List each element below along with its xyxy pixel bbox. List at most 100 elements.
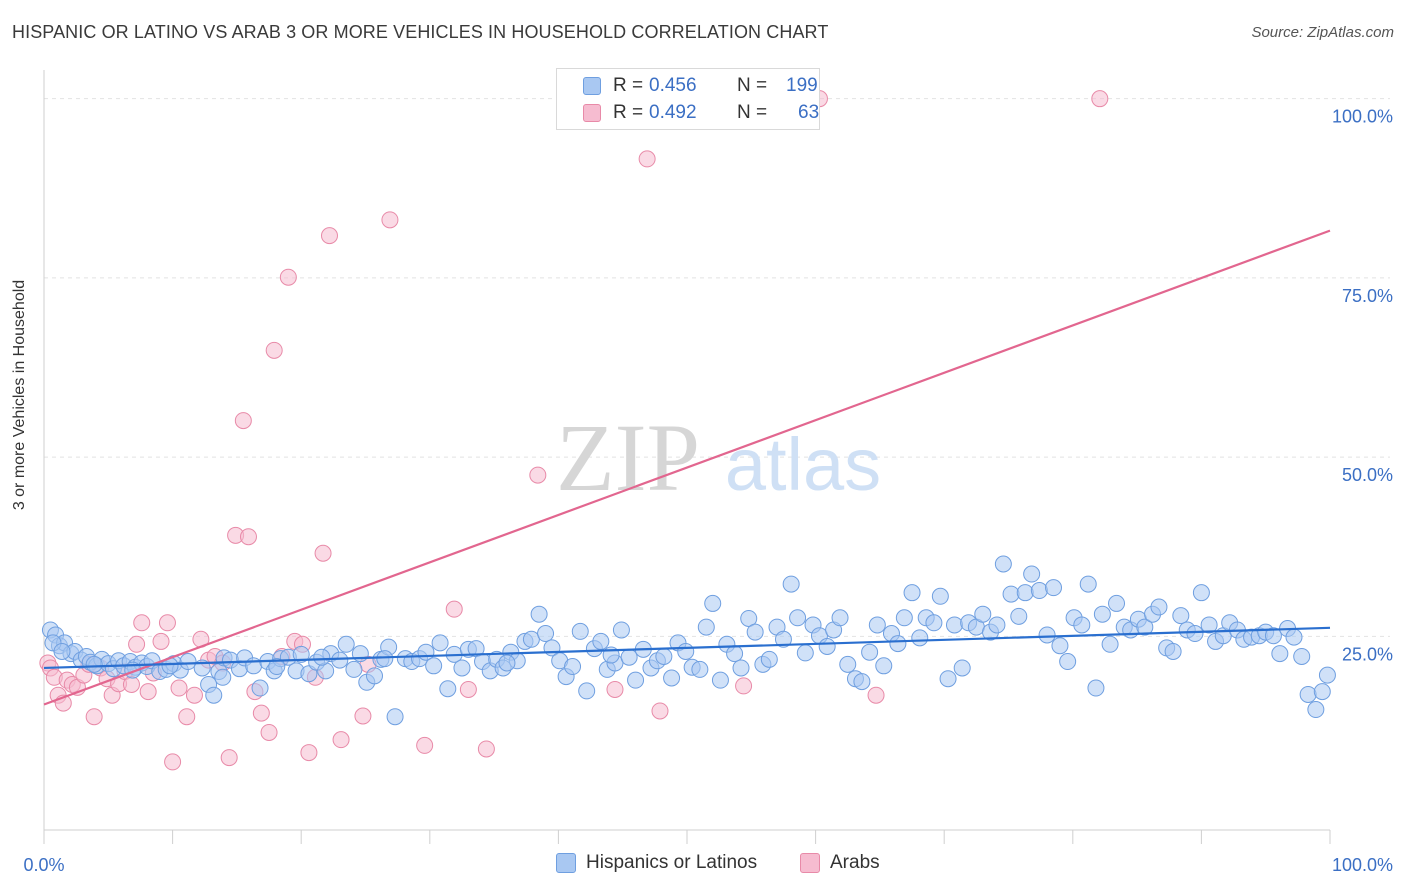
hispanics-point (376, 650, 394, 668)
arabs-point (381, 211, 399, 229)
hispanics-point (1101, 635, 1119, 653)
arabs-point (158, 614, 176, 632)
hispanics-point (1038, 626, 1056, 644)
hispanics-point (663, 669, 681, 687)
hispanics-point (895, 609, 913, 627)
arabs-point (164, 753, 182, 771)
hispanics-point (1030, 582, 1048, 600)
legend-swatch-blue (583, 77, 601, 95)
hispanics-point (592, 632, 610, 650)
hispanics-point (251, 679, 269, 697)
y-tick-label: 25.0% (1342, 644, 1393, 664)
arabs-point (638, 150, 656, 168)
hispanics-point (1059, 653, 1077, 671)
hispanics-point (331, 651, 349, 669)
arabs-point (606, 680, 624, 698)
hispanics-point (1010, 607, 1028, 625)
hispanics-point (1023, 565, 1041, 583)
hispanics-point (620, 648, 638, 666)
hispanics-point (774, 630, 792, 648)
arabs-point (735, 677, 753, 695)
hispanics-point (522, 630, 540, 648)
hispanics-point (789, 609, 807, 627)
hispanics-point (425, 657, 443, 675)
arabs-point (300, 744, 318, 762)
legend-swatch-pink (800, 853, 820, 873)
x-tick-label: 0.0% (23, 855, 64, 875)
hispanics-point (711, 671, 729, 689)
hispanics-point (1318, 666, 1336, 684)
hispanics-point (1016, 584, 1034, 602)
hispanics-point (53, 642, 71, 660)
watermark-zip: ZIP (556, 404, 700, 511)
hispanics-point (1051, 637, 1069, 655)
hispanics-point (1136, 618, 1154, 636)
arabs-point (354, 707, 372, 725)
hispanics-point (1200, 616, 1218, 634)
arabs-point (279, 268, 297, 286)
arabs-point (651, 702, 669, 720)
hispanics-point (612, 621, 630, 639)
arabs-point (85, 708, 103, 726)
hispanics-point (578, 682, 596, 700)
arabs-point (332, 731, 350, 749)
x-tick-label: 100.0% (1332, 855, 1393, 875)
hispanics-point (945, 616, 963, 634)
y-axis-label-wrap: 3 or more Vehicles in Household (11, 280, 40, 510)
hispanics-point (1313, 683, 1331, 701)
arabs-point (185, 686, 203, 704)
hispanics-point (1164, 642, 1182, 660)
hispanics-point (839, 655, 857, 673)
hispanics-point (179, 653, 197, 671)
hispanics-point (1299, 685, 1317, 703)
legend-swatch-pink (583, 104, 601, 122)
legend-r-value: 0.492 (649, 102, 697, 123)
hispanics-point (925, 614, 943, 632)
hispanics-point (704, 594, 722, 612)
hispanics-point (453, 659, 471, 677)
arabs-point (320, 227, 338, 245)
hispanics-point (313, 648, 331, 666)
hispanics-point (974, 605, 992, 623)
hispanics-point (726, 645, 744, 663)
y-axis-label: 3 or more Vehicles in Household (11, 279, 28, 511)
hispanics-point (994, 555, 1012, 573)
hispanics-point (655, 647, 673, 665)
hispanics-point (911, 629, 929, 647)
legend-swatch-blue (556, 853, 576, 873)
arabs-point (239, 528, 257, 546)
legend-r-label: R = (613, 75, 644, 96)
hispanics-point (782, 575, 800, 593)
arabs-point (128, 635, 146, 653)
legend-r-label: R = (613, 102, 644, 123)
legend-label-hispanics: Hispanics or Latinos (586, 852, 758, 873)
legend-n-value: 63 (798, 102, 820, 123)
hispanics-point (861, 643, 879, 661)
hispanics-point (571, 622, 589, 640)
source-label: Source: ZipAtlas.com (1251, 24, 1394, 41)
axes (43, 70, 1331, 844)
arabs-point (265, 341, 283, 359)
hispanics-point (697, 618, 715, 636)
hispanics-point (1002, 585, 1020, 603)
hispanics-point (1271, 645, 1289, 663)
hispanics-point (831, 609, 849, 627)
legend-label-arabs: Arabs (830, 852, 880, 873)
hispanics-point (85, 655, 103, 673)
hispanics-point (1093, 605, 1111, 623)
legend-n-value: 199 (786, 75, 818, 96)
hispanics-point (953, 659, 971, 677)
hispanics-point (1045, 579, 1063, 597)
hispanics-point (1150, 598, 1168, 616)
hispanics-point (205, 686, 223, 704)
hispanics-point (564, 658, 582, 676)
legend-n-label: N = (737, 75, 768, 96)
hispanics-point (1186, 625, 1204, 643)
legend-row-hispanics: R = 0.456 N = 199 (583, 75, 818, 99)
hispanics-point (875, 657, 893, 675)
hispanics-point (627, 671, 645, 689)
hispanics-point (537, 625, 555, 643)
hispanics-point (746, 623, 764, 641)
hispanics-point (1285, 628, 1303, 646)
